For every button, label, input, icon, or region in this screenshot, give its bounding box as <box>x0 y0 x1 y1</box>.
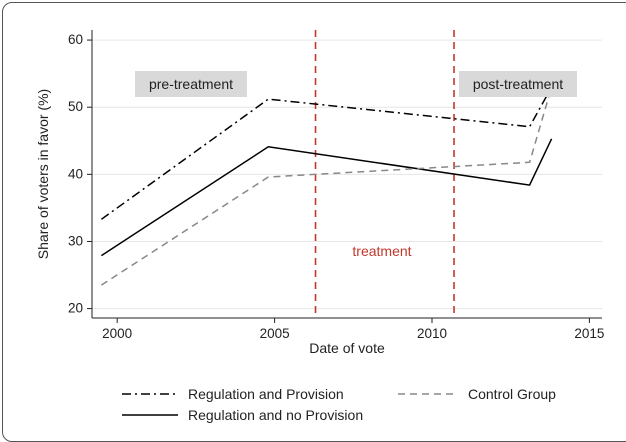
annotation-box <box>135 71 247 97</box>
y-tick-label: 60 <box>68 32 83 47</box>
series-lines <box>100 86 553 286</box>
legend-label: Control Group <box>468 386 556 402</box>
y-tick-label: 40 <box>68 166 83 181</box>
y-tick-label: 20 <box>68 301 83 316</box>
line-chart: 20 30 40 50 60 2000 2005 2010 2015 pre-treatment… <box>35 30 604 423</box>
x-tick-label: 2005 <box>260 326 290 341</box>
x-tick-label: 2010 <box>417 326 447 341</box>
x-tick-label: 2015 <box>574 326 604 341</box>
x-axis-title: Date of vote <box>309 340 385 356</box>
annotations: pre-treatment post-treatment treatment <box>135 71 577 259</box>
axes: 20 30 40 50 60 2000 2005 2010 2015 <box>68 30 604 341</box>
series-line <box>100 138 553 257</box>
legend: Regulation and Provision Control Group Reg… <box>122 386 556 423</box>
post-treatment-label: post-treatment <box>473 76 563 92</box>
treatment-label: treatment <box>352 243 411 259</box>
y-tick-label: 50 <box>68 99 83 114</box>
annotation-box <box>459 71 577 97</box>
x-tick-label: 2000 <box>102 326 132 341</box>
legend-label: Regulation and Provision <box>188 386 344 402</box>
legend-label: Regulation and no Provision <box>188 407 363 423</box>
grid-lines <box>92 39 602 310</box>
series-line <box>100 86 553 220</box>
series-line <box>100 86 553 286</box>
pre-treatment-label: pre-treatment <box>149 76 233 92</box>
y-axis-title: Share of voters in favor (%) <box>35 89 51 259</box>
y-tick-label: 30 <box>68 233 83 248</box>
